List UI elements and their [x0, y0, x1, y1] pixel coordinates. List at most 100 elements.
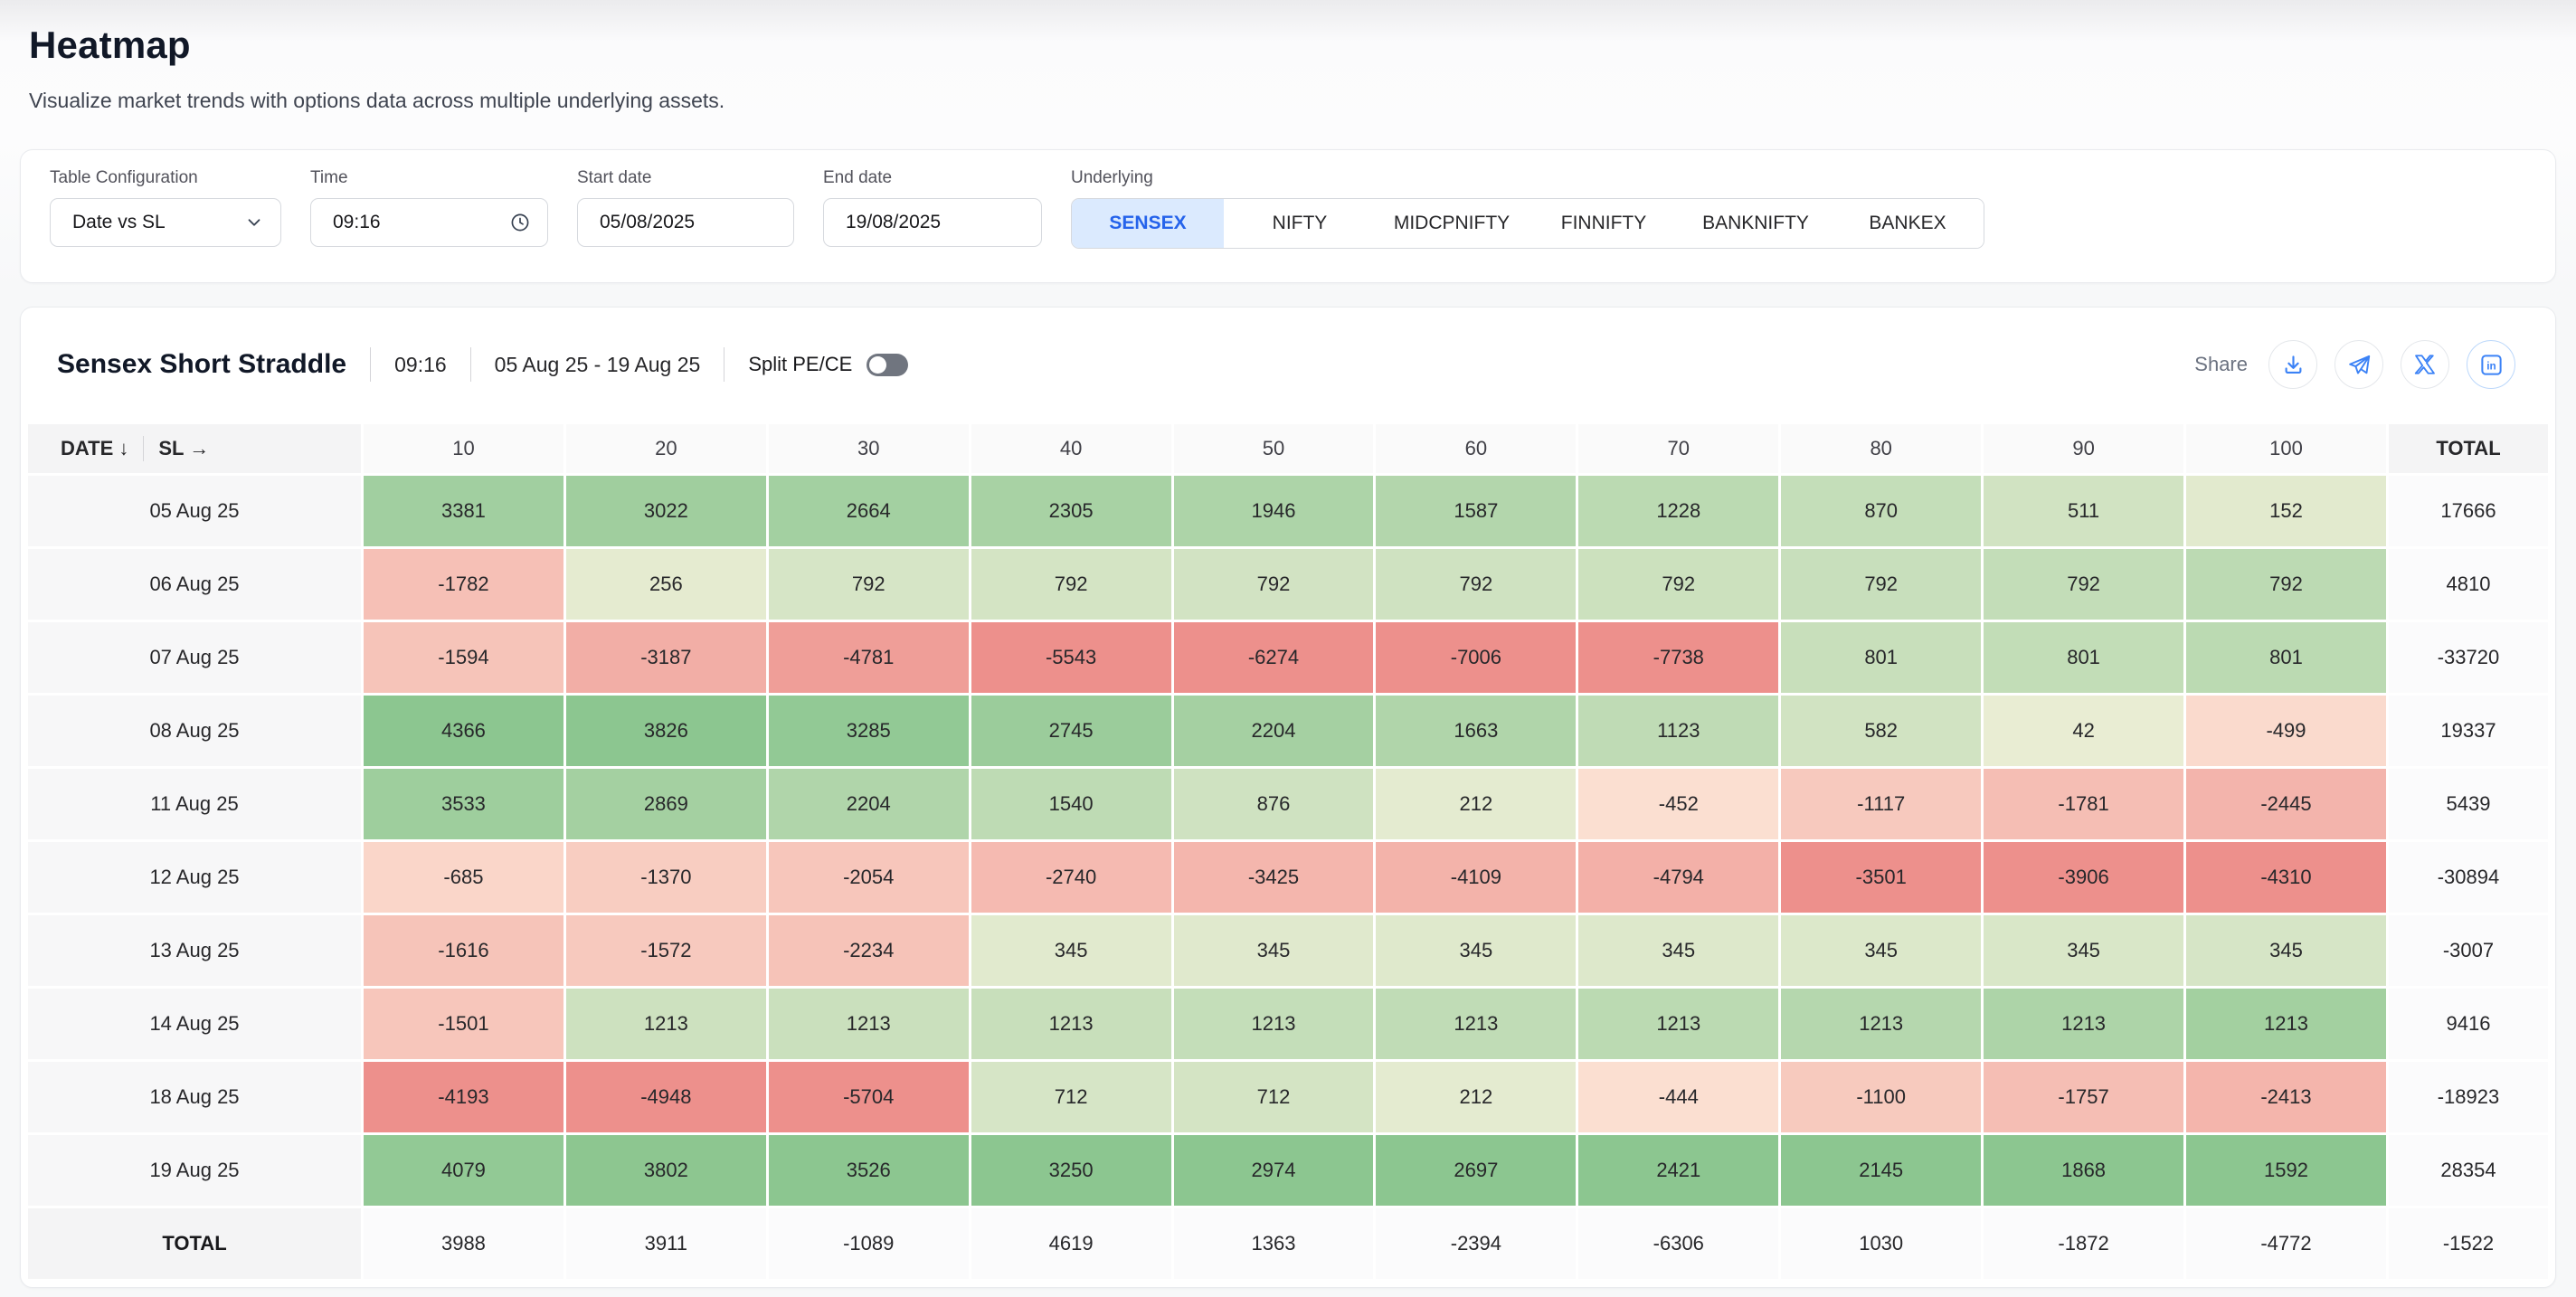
clock-icon [509, 212, 531, 233]
table-row: 19 Aug 25 4079 3802 3526 3250 2974 2697 2421 214… [28, 1135, 2548, 1206]
heatmap-cell: 2305 [971, 476, 1171, 546]
heatmap-cell: 3826 [565, 696, 766, 766]
heatmap-cell: 712 [1173, 1062, 1374, 1132]
heatmap-cell: 3526 [768, 1135, 969, 1206]
heatmap-cell: 792 [1376, 549, 1577, 620]
linkedin-button[interactable]: in [2467, 340, 2515, 389]
heatmap-cell: 2974 [1173, 1135, 1374, 1206]
heatmap-cell: -7738 [1578, 622, 1779, 693]
table-row: 14 Aug 25 -1501 1213 1213 1213 1213 1213 1213 12… [28, 989, 2548, 1059]
heatmap-cell: -452 [1578, 769, 1779, 839]
heatmap-cell: 2145 [1781, 1135, 1982, 1206]
share-label: Share [2194, 353, 2248, 375]
table-config-select[interactable]: Date vs SL [50, 198, 281, 247]
heatmap-cell: -499 [2186, 696, 2386, 766]
column-total-cell: 3988 [364, 1208, 564, 1279]
heatmap-cell: 801 [2186, 622, 2386, 693]
heatmap-cell: 345 [1578, 915, 1779, 986]
heatmap-cell: 4366 [364, 696, 564, 766]
table-row: 07 Aug 25 -1594 -3187 -4781 -5543 -6274 -7006-… [28, 622, 2548, 693]
heatmap-body: 05 Aug 25 3381 3022 2664 2305 1946 1587 1228 870… [28, 476, 2548, 1206]
linkedin-icon: in [2479, 353, 2504, 377]
tab-bankex[interactable]: BANKEX [1832, 199, 1984, 248]
end-date-field: End date 19/08/2025 [823, 168, 1042, 247]
row-total-cell: -18923 [2389, 1062, 2548, 1132]
heatmap-cell: 1213 [768, 989, 969, 1059]
tab-finnifty[interactable]: FINNIFTY [1528, 199, 1680, 248]
heatmap-cell: 3533 [364, 769, 564, 839]
sl-axis-header: SL → [158, 437, 210, 459]
heatmap-cell: 712 [971, 1062, 1171, 1132]
telegram-button[interactable] [2334, 340, 2383, 389]
heatmap-cell: 876 [1173, 769, 1374, 839]
column-total-cell: -4772 [2186, 1208, 2386, 1279]
heatmap-cell: 1213 [1376, 989, 1577, 1059]
svg-text:in: in [2486, 359, 2496, 372]
heatmap-cell: 4079 [364, 1135, 564, 1206]
heatmap-cell: -4310 [2186, 842, 2386, 913]
tab-nifty[interactable]: NIFTY [1224, 199, 1376, 248]
table-row: 05 Aug 25 3381 3022 2664 2305 1946 1587 1228 870… [28, 476, 2548, 546]
heatmap-cell: -1594 [364, 622, 564, 693]
chevron-down-icon [244, 213, 264, 232]
heatmap-cell: 1587 [1376, 476, 1577, 546]
heatmap-cell: 2697 [1376, 1135, 1577, 1206]
heatmap-cell: -2234 [768, 915, 969, 986]
row-total-cell: 9416 [2389, 989, 2548, 1059]
split-pece-toggle[interactable] [867, 353, 909, 376]
row-total-cell: 28354 [2389, 1135, 2548, 1206]
heatmap-card: Sensex Short Straddle 09:16 05 Aug 25 - … [20, 307, 2556, 1288]
time-input[interactable]: 09:16 [310, 198, 548, 247]
header-row: DATE ↓ SL → 10 20 30 40 50 60 70 80 90 100 TOTAL [28, 424, 2548, 473]
heatmap-cell: 1123 [1578, 696, 1779, 766]
heatmap-cell: 1868 [1984, 1135, 2184, 1206]
heatmap-cell: -1781 [1984, 769, 2184, 839]
heatmap-cell: -3906 [1984, 842, 2184, 913]
column-total-cell: -1872 [1984, 1208, 2184, 1279]
heatmap-cell: 2204 [768, 769, 969, 839]
download-button[interactable] [2268, 340, 2317, 389]
col-header-100: 100 [2186, 424, 2386, 473]
column-total-cell: -2394 [1376, 1208, 1577, 1279]
heatmap-cell: -1757 [1984, 1062, 2184, 1132]
time-field: Time 09:16 [310, 168, 548, 247]
row-total-cell: 4810 [2389, 549, 2548, 620]
heatmap-cell: 1946 [1173, 476, 1374, 546]
heatmap-cell: 345 [1781, 915, 1982, 986]
page-subtitle: Visualize market trends with options dat… [29, 89, 725, 112]
heatmap-cell: 801 [1984, 622, 2184, 693]
table-row: 12 Aug 25 -685 -1370 -2054 -2740 -3425 -4109 -4… [28, 842, 2548, 913]
heatmap-cell: 2421 [1578, 1135, 1779, 1206]
heatmap-cell: -4109 [1376, 842, 1577, 913]
heatmap-cell: 870 [1781, 476, 1982, 546]
row-total-cell: -30894 [2389, 842, 2548, 913]
row-total-cell: -33720 [2389, 622, 2548, 693]
tab-sensex[interactable]: SENSEX [1072, 199, 1224, 248]
heatmap-cell: -1501 [364, 989, 564, 1059]
heatmap-cell: 42 [1984, 696, 2184, 766]
tab-banknifty[interactable]: BANKNIFTY [1680, 199, 1832, 248]
end-date-value: 19/08/2025 [846, 212, 942, 232]
split-pece-group: Split PE/CE [748, 353, 909, 376]
col-header-80: 80 [1781, 424, 1982, 473]
heatmap-cell: 212 [1376, 769, 1577, 839]
axis-header[interactable]: DATE ↓ SL → [28, 424, 361, 473]
row-total-cell: 19337 [2389, 696, 2548, 766]
date-sort-header[interactable]: DATE ↓ [61, 437, 129, 459]
table-row: 11 Aug 25 3533 2869 2204 1540 876 212 -452 -1117… [28, 769, 2548, 839]
end-date-input[interactable]: 19/08/2025 [823, 198, 1042, 247]
heatmap-cell: -4794 [1578, 842, 1779, 913]
col-header-40: 40 [971, 424, 1171, 473]
start-date-input[interactable]: 05/08/2025 [577, 198, 794, 247]
column-total-cell: 1363 [1173, 1208, 1374, 1279]
x-button[interactable] [2401, 340, 2449, 389]
heatmap-cell: -7006 [1376, 622, 1577, 693]
heatmap-cell: 3250 [971, 1135, 1171, 1206]
underlying-field: Underlying SENSEX NIFTY MIDCPNIFTY FINNIFTY… [1071, 168, 1984, 249]
split-pece-label: Split PE/CE [748, 353, 853, 375]
table-row: 18 Aug 25 -4193 -4948 -5704 712 712 212 -444 -11… [28, 1062, 2548, 1132]
tab-midcpnifty[interactable]: MIDCPNIFTY [1376, 199, 1528, 248]
heatmap-cell: 1213 [1984, 989, 2184, 1059]
date-cell: 05 Aug 25 [28, 476, 361, 546]
heatmap-cell: -685 [364, 842, 564, 913]
